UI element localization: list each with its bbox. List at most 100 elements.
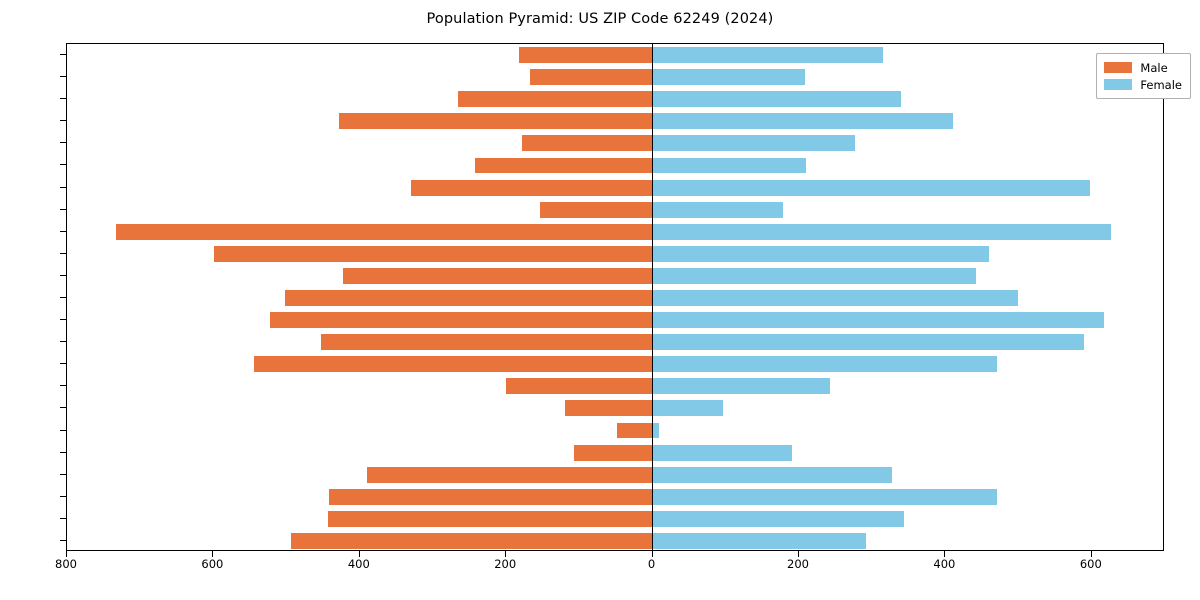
bar-female[interactable]	[652, 47, 884, 63]
y-tick-mark	[60, 341, 66, 343]
x-tick-mark	[1090, 551, 1092, 557]
x-tick-label: 400	[347, 557, 370, 571]
y-tick-mark	[60, 319, 66, 321]
x-tick-label: 200	[787, 557, 809, 571]
bar-row	[67, 312, 1163, 329]
bar-row	[67, 444, 1163, 461]
bar-female[interactable]	[652, 378, 831, 395]
bar-female[interactable]	[652, 69, 805, 86]
bar-male[interactable]	[529, 69, 653, 86]
bar-female[interactable]	[652, 422, 660, 439]
y-tick-mark	[60, 186, 66, 188]
bar-male[interactable]	[457, 91, 653, 108]
x-tick-label: 600	[201, 557, 224, 571]
bar-female[interactable]	[652, 312, 1104, 329]
bar-male[interactable]	[367, 466, 653, 483]
bar-female[interactable]	[652, 113, 953, 130]
bar-row	[67, 223, 1163, 240]
bar-male[interactable]	[522, 135, 653, 152]
x-tick-mark	[358, 551, 360, 557]
bar-male[interactable]	[539, 201, 653, 218]
y-tick-mark	[60, 429, 66, 431]
x-tick-mark	[651, 551, 653, 557]
y-tick-mark	[60, 274, 66, 276]
bar-row	[67, 400, 1163, 417]
legend-entry[interactable]: Female	[1104, 76, 1182, 93]
bar-female[interactable]	[652, 201, 783, 218]
bar-male[interactable]	[339, 113, 653, 130]
bar-female[interactable]	[652, 533, 866, 549]
bar-male[interactable]	[285, 290, 653, 306]
bar-male[interactable]	[475, 157, 653, 174]
bar-row	[67, 378, 1163, 395]
y-tick-mark	[60, 297, 66, 298]
bar-male[interactable]	[519, 47, 653, 63]
y-tick-mark	[60, 164, 66, 166]
bar-male[interactable]	[290, 533, 653, 549]
bar-female[interactable]	[652, 290, 1018, 306]
bar-female[interactable]	[652, 135, 855, 152]
bar-row	[67, 488, 1163, 505]
y-tick-mark	[60, 539, 66, 541]
bar-male[interactable]	[321, 334, 653, 351]
y-tick-mark	[60, 120, 66, 122]
bar-row	[67, 91, 1163, 108]
chart-legend[interactable]: Male Female	[1096, 53, 1191, 99]
bar-row	[67, 179, 1163, 196]
bar-female[interactable]	[652, 334, 1084, 351]
y-tick-mark	[60, 230, 66, 232]
x-tick-label: 200	[494, 557, 517, 571]
legend-entry[interactable]: Male	[1104, 59, 1182, 76]
chart-title: Population Pyramid: US ZIP Code 62249 (2…	[426, 11, 774, 27]
bar-female[interactable]	[652, 91, 901, 108]
zero-axis-line	[651, 44, 654, 550]
bar-row	[67, 135, 1163, 152]
legend-label: Female	[1140, 77, 1182, 92]
y-tick-mark	[60, 142, 66, 144]
bar-row	[67, 466, 1163, 483]
bar-female[interactable]	[652, 157, 806, 174]
bar-male[interactable]	[616, 422, 653, 439]
y-tick-mark	[60, 495, 66, 497]
bar-row	[67, 113, 1163, 130]
bar-female[interactable]	[652, 488, 998, 505]
y-tick-mark	[60, 363, 66, 365]
y-tick-mark	[60, 517, 66, 519]
bars-layer	[67, 44, 1163, 550]
bar-male[interactable]	[116, 223, 653, 240]
bar-row	[67, 510, 1163, 527]
bar-female[interactable]	[652, 223, 1111, 240]
y-tick-mark	[60, 473, 66, 475]
bar-row	[67, 157, 1163, 174]
bar-female[interactable]	[652, 356, 998, 373]
bar-male[interactable]	[253, 356, 653, 373]
bar-male[interactable]	[573, 444, 653, 461]
legend-label: Male	[1140, 60, 1168, 75]
bar-male[interactable]	[342, 267, 653, 284]
bar-male[interactable]	[565, 400, 653, 417]
bar-row	[67, 245, 1163, 262]
bar-female[interactable]	[652, 466, 892, 483]
plot-area	[66, 43, 1164, 551]
bar-row	[67, 290, 1163, 306]
bar-female[interactable]	[652, 510, 905, 527]
bar-female[interactable]	[652, 400, 723, 417]
bar-female[interactable]	[652, 245, 989, 262]
x-tick-label: 0	[647, 557, 656, 571]
y-tick-mark	[60, 451, 66, 453]
bar-male[interactable]	[506, 378, 653, 395]
bar-female[interactable]	[652, 179, 1090, 196]
bar-male[interactable]	[214, 245, 653, 262]
bar-male[interactable]	[328, 510, 653, 527]
y-tick-mark	[60, 385, 66, 387]
bar-female[interactable]	[652, 444, 792, 461]
bar-male[interactable]	[411, 179, 653, 196]
bar-row	[67, 422, 1163, 439]
bar-male[interactable]	[329, 488, 653, 505]
x-tick-label: 400	[933, 557, 956, 571]
bar-row	[67, 356, 1163, 373]
bar-row	[67, 267, 1163, 284]
bar-male[interactable]	[270, 312, 653, 329]
bar-female[interactable]	[652, 267, 977, 284]
